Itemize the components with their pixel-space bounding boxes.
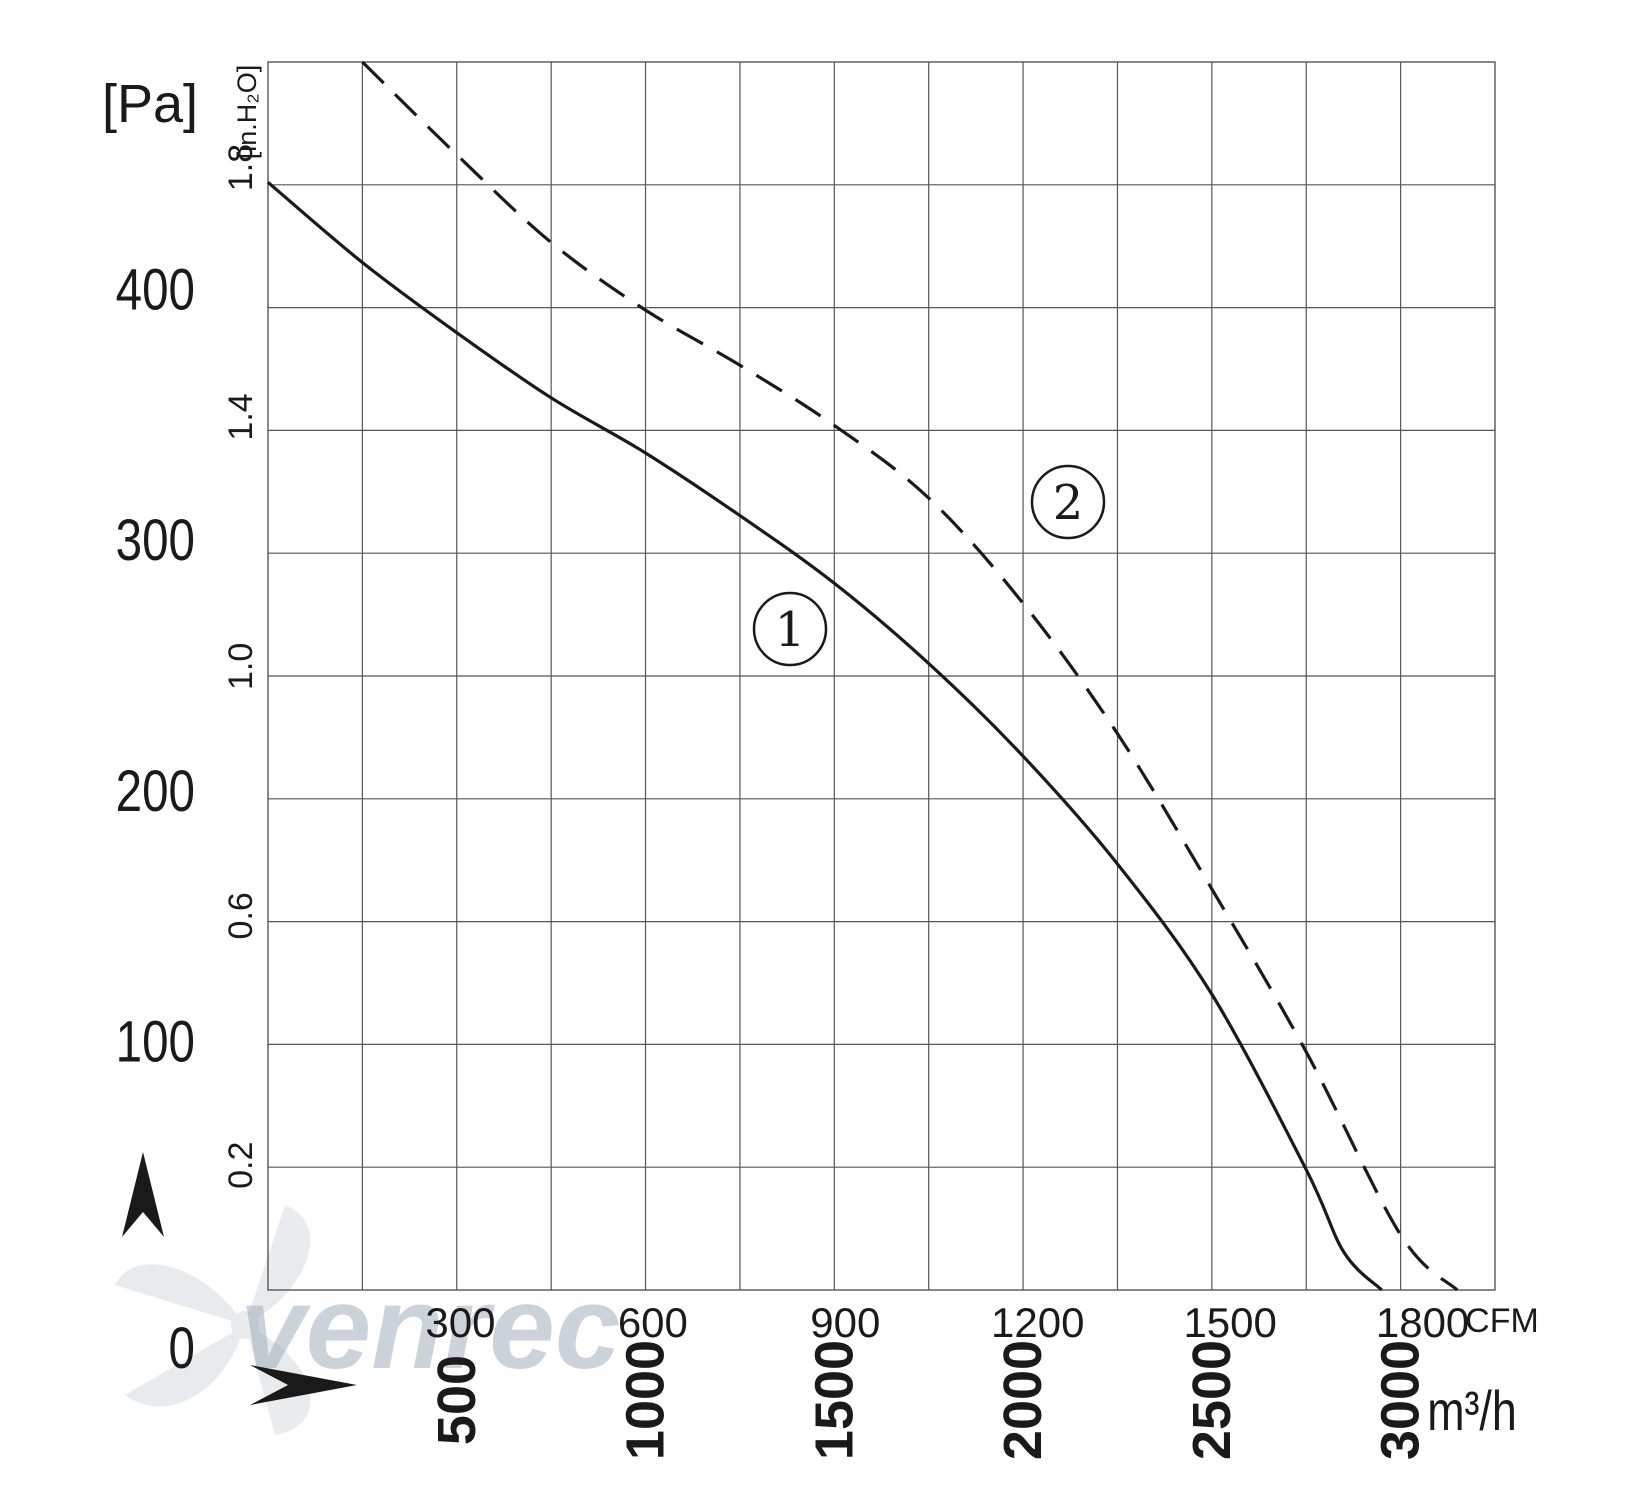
- y-right-tick-label: 1.4: [222, 393, 260, 440]
- x-m3h-tick-label: 500: [427, 1355, 487, 1445]
- series-label: 2: [1053, 475, 1084, 531]
- y-left-tick-label: 300: [116, 509, 195, 574]
- axis-labels: 0 100 200 300 400 [Pa] 0.2 0.6 1.0 1.4 1.8[in.H₂O]…: [102, 65, 1539, 1460]
- up-arrow-icon: [122, 1152, 164, 1237]
- series-label-circle: [1030, 464, 1106, 540]
- watermark-text: venrec: [240, 1262, 621, 1394]
- x-m3h-tick-label: 1000: [616, 1340, 676, 1460]
- series-curve-1: [266, 181, 1383, 1292]
- y-right-tick-label: 0.2: [222, 1142, 260, 1189]
- right-arrow-icon: [250, 1365, 357, 1405]
- y-left-tick-label: 200: [116, 759, 195, 824]
- x-cfm-tick-label: 1200: [991, 1299, 1084, 1346]
- axis-arrows: [122, 1152, 357, 1405]
- y-left-tick-label: 100: [116, 1010, 195, 1075]
- x-cfm-unit-label: CFM: [1465, 1302, 1539, 1340]
- x-m3h-tick-label: 1500: [804, 1340, 864, 1460]
- y-right-tick-label: 1.8: [222, 144, 260, 191]
- y-right-tick-label: 0.6: [222, 892, 260, 939]
- y-left-tick-label: 400: [116, 258, 195, 323]
- x-m3h-unit-label: m³/h: [1427, 1379, 1517, 1442]
- x-m3h-tick-label: 2000: [993, 1340, 1053, 1460]
- series-label: 1: [775, 602, 806, 658]
- y-right-tick-label: 1.0: [222, 643, 260, 690]
- chart-grid: [267, 61, 1496, 1291]
- y-right-unit-label: [in.H₂O]: [232, 65, 262, 160]
- x-m3h-tick-label: 3000: [1371, 1340, 1431, 1460]
- x-cfm-tick-label: 300: [425, 1299, 495, 1346]
- series-curve-2: [361, 60, 1459, 1292]
- fan-logo-icon: [115, 1205, 311, 1435]
- x-cfm-tick-label: 1800: [1376, 1299, 1469, 1346]
- curves: 12: [266, 60, 1459, 1292]
- x-cfm-tick-label: 600: [618, 1299, 688, 1346]
- x-cfm-tick-label: 1500: [1183, 1299, 1276, 1346]
- series-label-circle: [752, 591, 828, 667]
- x-cfm-tick-label: 900: [810, 1299, 880, 1346]
- y-left-tick-label: 0: [169, 1317, 195, 1382]
- y-left-unit-label: [Pa]: [102, 74, 198, 134]
- watermark: venrec: [115, 1205, 621, 1435]
- x-m3h-tick-label: 2500: [1182, 1340, 1242, 1460]
